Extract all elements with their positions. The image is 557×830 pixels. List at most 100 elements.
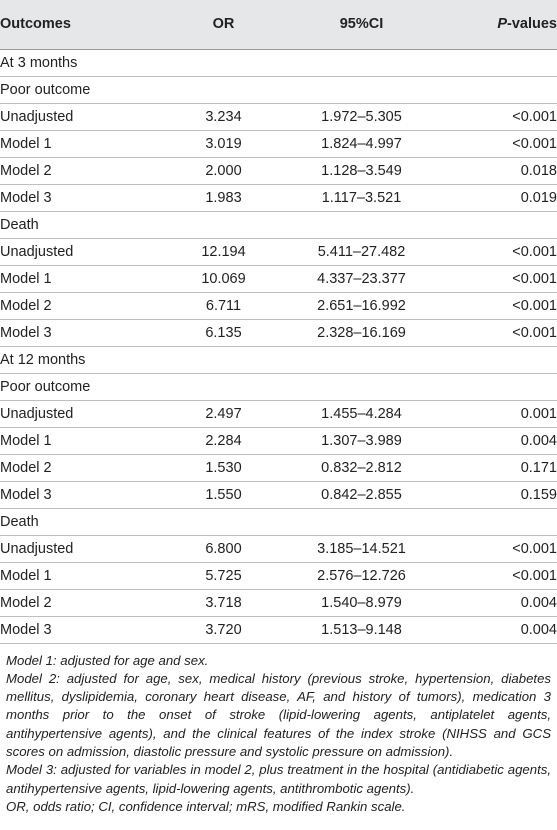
row-label: Unadjusted: [0, 103, 161, 131]
p-value: 0.001: [437, 400, 557, 428]
ci-value: 1.540–8.979: [286, 589, 437, 617]
ci-value: 2.576–12.726: [286, 562, 437, 590]
table-row: Model 2 3.718 1.540–8.979 0.004: [0, 589, 557, 617]
row-label: Model 2: [0, 454, 161, 482]
p-value: <0.001: [437, 535, 557, 563]
row-label: Unadjusted: [0, 535, 161, 563]
or-value: 10.069: [161, 265, 286, 293]
table-row: Model 1 10.069 4.337–23.377 <0.001: [0, 265, 557, 293]
p-value: <0.001: [437, 103, 557, 131]
row-label: Model 1: [0, 130, 161, 158]
table-row: Model 3 1.983 1.117–3.521 0.019: [0, 184, 557, 212]
or-value: 3.720: [161, 616, 286, 644]
ci-value: 0.842–2.855: [286, 481, 437, 509]
table-footnotes: Model 1: adjusted for age and sex. Model…: [0, 644, 557, 817]
or-value: 1.550: [161, 481, 286, 509]
ci-value: 2.651–16.992: [286, 292, 437, 320]
or-value: 6.135: [161, 319, 286, 347]
header-p-values: P-values: [437, 0, 557, 50]
table-row: Model 3 3.720 1.513–9.148 0.004: [0, 616, 557, 644]
p-value: 0.004: [437, 616, 557, 644]
or-value: 12.194: [161, 238, 286, 266]
table-row: Model 1 2.284 1.307–3.989 0.004: [0, 427, 557, 455]
ci-value: 3.185–14.521: [286, 535, 437, 563]
ci-value: 2.328–16.169: [286, 319, 437, 347]
table-row: Unadjusted 6.800 3.185–14.521 <0.001: [0, 535, 557, 563]
p-value: <0.001: [437, 319, 557, 347]
or-value: 2.497: [161, 400, 286, 428]
ci-value: 4.337–23.377: [286, 265, 437, 293]
table-row: Model 2 2.000 1.128–3.549 0.018: [0, 157, 557, 185]
section-row: At 12 months: [0, 346, 557, 374]
or-value: 1.983: [161, 184, 286, 212]
row-label: Model 1: [0, 427, 161, 455]
or-value: 1.530: [161, 454, 286, 482]
or-value: 6.800: [161, 535, 286, 563]
row-label: Unadjusted: [0, 400, 161, 428]
header-p-suffix: -values: [507, 16, 557, 33]
ci-value: 1.307–3.989: [286, 427, 437, 455]
header-ci: 95%CI: [286, 0, 437, 50]
ci-value: 1.513–9.148: [286, 616, 437, 644]
section-label: Death: [0, 211, 557, 239]
table-row: Model 3 1.550 0.842–2.855 0.159: [0, 481, 557, 509]
p-value: <0.001: [437, 292, 557, 320]
table-body: At 3 months Poor outcome Unadjusted 3.234 1.…: [0, 49, 557, 644]
section-label: Poor outcome: [0, 76, 557, 104]
section-label: At 3 months: [0, 49, 557, 77]
p-value: 0.004: [437, 427, 557, 455]
footnote-model-3: Model 3: adjusted for variables in model…: [6, 762, 551, 796]
footnote-model-2: Model 2: adjusted for age, sex, medical …: [6, 670, 551, 759]
header-row: Outcomes OR 95%CI P-values: [0, 0, 557, 50]
ci-value: 1.972–5.305: [286, 103, 437, 131]
p-value: 0.018: [437, 157, 557, 185]
or-value: 2.284: [161, 427, 286, 455]
row-label: Model 3: [0, 184, 161, 212]
footnote-model-1: Model 1: adjusted for age and sex.: [6, 652, 209, 668]
ci-value: 1.117–3.521: [286, 184, 437, 212]
or-value: 3.019: [161, 130, 286, 158]
ci-value: 0.832–2.812: [286, 454, 437, 482]
table-row: Model 3 6.135 2.328–16.169 <0.001: [0, 319, 557, 347]
odds-ratio-table: Outcomes OR 95%CI P-values At 3 months Po…: [0, 0, 557, 644]
section-label: Death: [0, 508, 557, 536]
ci-value: 1.455–4.284: [286, 400, 437, 428]
row-label: Unadjusted: [0, 238, 161, 266]
p-value: <0.001: [437, 562, 557, 590]
row-label: Model 2: [0, 589, 161, 617]
footnote-abbreviations: OR, odds ratio; CI, confidence interval;…: [6, 798, 406, 814]
section-row: At 3 months: [0, 49, 557, 77]
or-value: 2.000: [161, 157, 286, 185]
row-label: Model 3: [0, 319, 161, 347]
or-value: 5.725: [161, 562, 286, 590]
section-row: Death: [0, 508, 557, 536]
or-value: 6.711: [161, 292, 286, 320]
table-row: Model 2 1.530 0.832–2.812 0.171: [0, 454, 557, 482]
p-value: 0.019: [437, 184, 557, 212]
table-row: Model 1 5.725 2.576–12.726 <0.001: [0, 562, 557, 590]
row-label: Model 1: [0, 562, 161, 590]
section-row: Poor outcome: [0, 373, 557, 401]
section-row: Poor outcome: [0, 76, 557, 104]
table-row: Model 1 3.019 1.824–4.997 <0.001: [0, 130, 557, 158]
ci-value: 1.824–4.997: [286, 130, 437, 158]
p-value: <0.001: [437, 238, 557, 266]
table-header: Outcomes OR 95%CI P-values: [0, 0, 557, 50]
p-value: <0.001: [437, 265, 557, 293]
section-label: At 12 months: [0, 346, 557, 374]
table-row: Unadjusted 12.194 5.411–27.482 <0.001: [0, 238, 557, 266]
header-outcomes: Outcomes: [0, 0, 161, 50]
p-value: 0.171: [437, 454, 557, 482]
row-label: Model 3: [0, 616, 161, 644]
ci-value: 1.128–3.549: [286, 157, 437, 185]
p-value: 0.004: [437, 589, 557, 617]
or-value: 3.234: [161, 103, 286, 131]
ci-value: 5.411–27.482: [286, 238, 437, 266]
table-row: Model 2 6.711 2.651–16.992 <0.001: [0, 292, 557, 320]
header-p-letter: P: [497, 16, 508, 33]
row-label: Model 1: [0, 265, 161, 293]
p-value: 0.159: [437, 481, 557, 509]
table-row: Unadjusted 3.234 1.972–5.305 <0.001: [0, 103, 557, 131]
row-label: Model 2: [0, 157, 161, 185]
